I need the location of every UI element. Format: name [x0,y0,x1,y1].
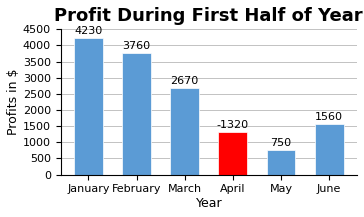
Bar [266,150,296,174]
Y-axis label: Profits in $: Profits in $ [7,69,20,135]
Bar [170,88,199,174]
Text: 4230: 4230 [74,26,103,36]
Text: -1320: -1320 [217,120,249,130]
Bar [218,132,247,174]
Bar [315,124,344,174]
Text: 750: 750 [270,138,292,148]
X-axis label: Year: Year [195,197,222,210]
Title: Profit During First Half of Year: Profit During First Half of Year [55,7,363,25]
Bar [122,53,151,174]
Text: 1560: 1560 [315,112,343,122]
Text: 3760: 3760 [123,41,151,51]
Bar [74,38,103,174]
Text: 2670: 2670 [171,76,199,86]
